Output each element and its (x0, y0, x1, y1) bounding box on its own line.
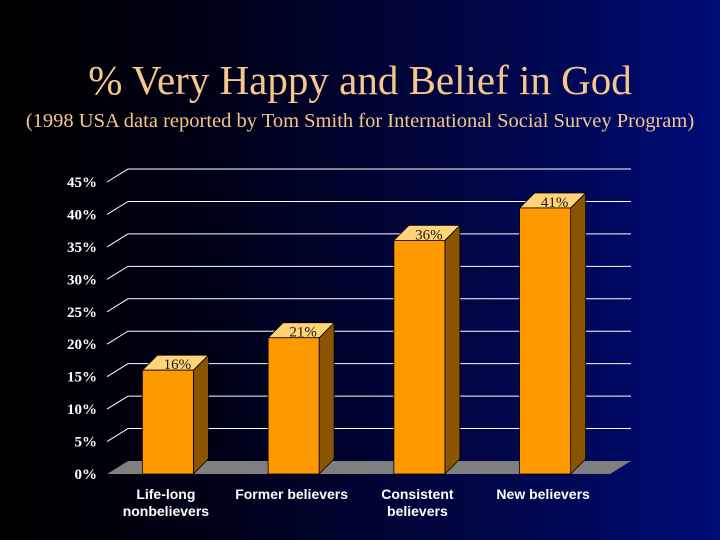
gridlines (106, 168, 631, 442)
gridline (106, 330, 631, 345)
bar-front (519, 207, 572, 475)
category-label: Life-long nonbelievers (123, 486, 210, 519)
bar (518, 191, 587, 475)
category-labels: Life-long nonbelievers Former believers Con… (123, 486, 590, 519)
y-tick-label: 0% (75, 467, 98, 483)
y-tick-label: 10% (67, 402, 97, 418)
gridline (106, 395, 631, 410)
bar-side (318, 321, 335, 475)
bar (267, 321, 336, 475)
bar-front (393, 239, 446, 475)
gridline (106, 168, 631, 183)
category-label: New believers (496, 486, 590, 502)
slide-title: % Very Happy and Belief in God (88, 57, 632, 103)
y-tick-label: 35% (67, 240, 97, 256)
y-tick-label: 5% (75, 435, 98, 451)
gridline (106, 428, 631, 442)
y-tick-label: 45% (67, 175, 97, 191)
slide-subtitle: (1998 USA data reported by Tom Smith for… (25, 110, 695, 132)
y-tick-label: 40% (67, 207, 97, 223)
bar-side (570, 191, 587, 475)
floor-plane (107, 461, 631, 474)
bar (141, 354, 210, 475)
bars (141, 191, 587, 475)
data-labels: 16% 21% 36% 41% (164, 195, 569, 373)
chart-floor (107, 461, 631, 474)
data-label: 41% (541, 195, 569, 211)
gridline (106, 265, 631, 280)
data-label: 21% (289, 325, 317, 341)
gridline (106, 298, 631, 313)
y-tick-label: 30% (67, 272, 97, 288)
gridline (106, 200, 631, 215)
data-label: 36% (415, 227, 443, 243)
category-label: Consistent believers (381, 486, 454, 519)
category-label: Former believers (235, 486, 348, 502)
bar-side (192, 354, 209, 475)
y-tick-label: 25% (67, 305, 97, 321)
gridline (106, 233, 631, 248)
bar (392, 224, 461, 475)
y-tick-label: 15% (67, 370, 97, 386)
bar-front (141, 369, 194, 475)
y-axis-tick-labels: 0% 5% 10% 15% 20% 25% 30% 35% 40% 45% (67, 175, 97, 483)
bar-side (444, 224, 461, 475)
bar-front (267, 337, 320, 475)
gridline (106, 363, 631, 378)
data-label: 16% (164, 357, 192, 373)
y-tick-label: 20% (67, 337, 97, 353)
